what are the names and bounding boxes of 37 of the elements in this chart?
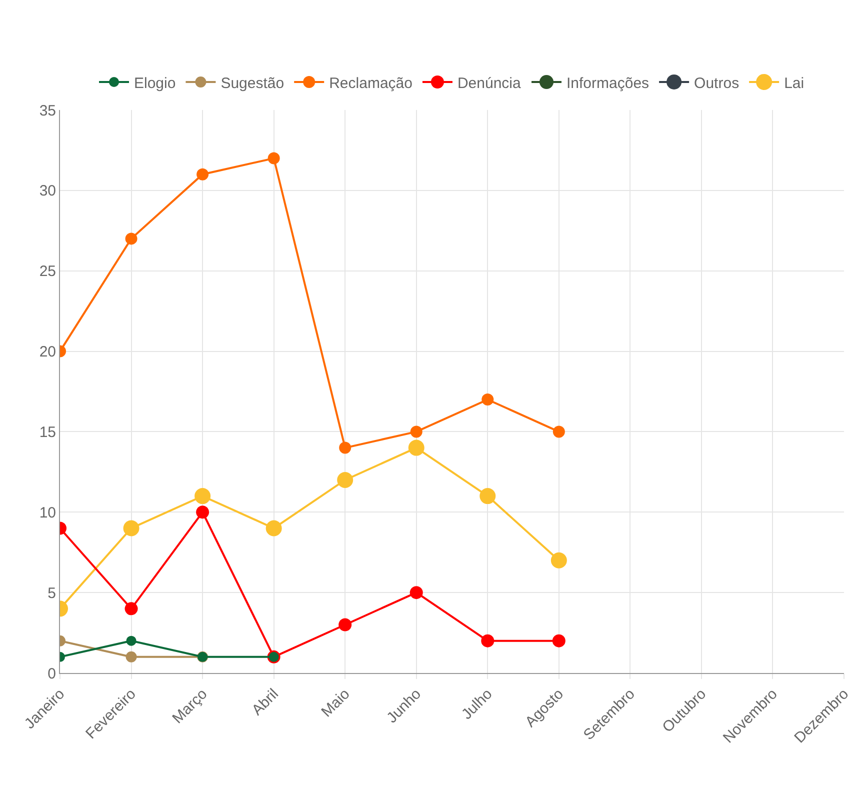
- point: [338, 618, 352, 632]
- point: [123, 520, 140, 536]
- y-tick-label: 25: [39, 263, 56, 280]
- point: [410, 586, 423, 600]
- point: [196, 168, 209, 180]
- y-tick-label: 20: [39, 344, 56, 361]
- point: [337, 472, 354, 488]
- point: [410, 426, 422, 438]
- legend-label: Denúncia: [457, 74, 522, 92]
- y-tick-label: 30: [39, 182, 56, 200]
- point: [408, 440, 424, 456]
- legend-label: Outros: [694, 74, 740, 92]
- point: [268, 152, 280, 164]
- point: [552, 426, 565, 438]
- point: [124, 602, 138, 616]
- point: [339, 442, 352, 454]
- point: [482, 394, 494, 406]
- point: [126, 651, 137, 662]
- legend-label: Sugestão: [220, 74, 284, 92]
- y-tick-label: 15: [39, 424, 56, 441]
- y-tick-label: 10: [39, 504, 56, 522]
- point: [196, 506, 210, 519]
- legend-label: Elogio: [134, 74, 176, 92]
- point: [550, 552, 567, 568]
- point: [194, 488, 211, 504]
- point: [480, 488, 496, 504]
- point: [126, 636, 136, 646]
- y-tick-label: 0: [48, 665, 56, 682]
- point: [266, 520, 282, 536]
- legend-label: Reclamação: [329, 74, 412, 92]
- legend-label: Informações: [566, 74, 650, 92]
- point: [125, 232, 138, 245]
- legend-label: Lai: [784, 74, 804, 92]
- y-tick-label: 5: [48, 584, 56, 602]
- y-tick-label: 35: [39, 102, 56, 120]
- point: [552, 634, 566, 648]
- point: [481, 634, 494, 648]
